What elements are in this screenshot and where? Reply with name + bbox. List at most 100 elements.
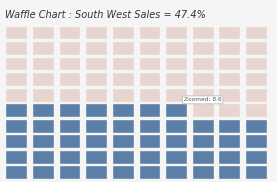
Bar [59,88,81,102]
Bar [138,119,160,132]
Bar [165,134,187,148]
Bar [112,119,134,132]
Bar [165,41,187,55]
Bar [6,41,27,55]
Bar [112,26,134,39]
Bar [192,57,214,70]
Bar [112,57,134,70]
Bar [6,72,27,86]
Bar [218,165,240,179]
Bar [6,88,27,102]
Bar [59,165,81,179]
Bar [218,57,240,70]
Bar [165,26,187,39]
Bar [59,41,81,55]
Bar [32,57,54,70]
Bar [112,134,134,148]
Bar [245,26,267,39]
Bar [138,150,160,164]
Bar [59,103,81,117]
Bar [165,150,187,164]
Bar [245,88,267,102]
Bar [85,103,107,117]
Bar [85,150,107,164]
Bar [165,165,187,179]
Bar [32,134,54,148]
Bar [6,26,27,39]
Bar [85,119,107,132]
Bar [165,57,187,70]
Bar [32,119,54,132]
Bar [192,165,214,179]
Bar [245,165,267,179]
Bar [165,119,187,132]
Bar [192,72,214,86]
Bar [32,26,54,39]
Bar [218,119,240,132]
Bar [85,134,107,148]
Bar [165,88,187,102]
Bar [138,165,160,179]
Bar [6,103,27,117]
Bar [85,26,107,39]
Bar [192,103,214,117]
Bar [138,103,160,117]
Bar [59,72,81,86]
Bar [32,88,54,102]
Bar [192,88,214,102]
Bar [85,41,107,55]
Bar [218,72,240,86]
Bar [32,150,54,164]
Bar [138,134,160,148]
Bar [138,41,160,55]
Bar [165,72,187,86]
Text: Waffle Chart : South West Sales = 47.4%: Waffle Chart : South West Sales = 47.4% [6,10,206,20]
Bar [59,57,81,70]
Bar [138,88,160,102]
Text: Zoomed: 8.6: Zoomed: 8.6 [184,97,221,102]
Bar [112,41,134,55]
Bar [6,165,27,179]
Bar [32,103,54,117]
Bar [192,26,214,39]
Bar [245,72,267,86]
Bar [138,26,160,39]
Bar [32,41,54,55]
Bar [59,150,81,164]
Bar [245,57,267,70]
Bar [59,119,81,132]
Bar [59,26,81,39]
Bar [192,150,214,164]
Bar [192,41,214,55]
Bar [245,103,267,117]
Bar [6,150,27,164]
Bar [192,119,214,132]
Bar [192,134,214,148]
Bar [59,134,81,148]
Bar [6,57,27,70]
Bar [218,150,240,164]
Bar [165,103,187,117]
Bar [245,134,267,148]
Bar [6,119,27,132]
Bar [85,165,107,179]
Bar [112,165,134,179]
Bar [138,57,160,70]
Bar [85,88,107,102]
Bar [218,103,240,117]
Bar [85,57,107,70]
Bar [245,150,267,164]
Bar [32,165,54,179]
Bar [112,88,134,102]
Bar [32,72,54,86]
Bar [218,26,240,39]
Bar [138,72,160,86]
Bar [218,134,240,148]
Bar [218,88,240,102]
Bar [112,150,134,164]
Bar [245,41,267,55]
Bar [218,41,240,55]
Bar [112,103,134,117]
Bar [85,72,107,86]
Bar [112,72,134,86]
